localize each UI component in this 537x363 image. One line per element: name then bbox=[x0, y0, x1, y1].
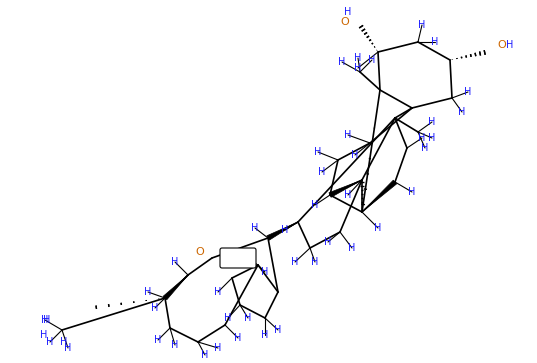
Text: H: H bbox=[144, 287, 151, 297]
Text: H: H bbox=[214, 343, 222, 353]
Text: O: O bbox=[497, 40, 506, 50]
Text: O: O bbox=[340, 17, 350, 27]
Text: H: H bbox=[43, 315, 50, 325]
Text: H: H bbox=[214, 287, 222, 297]
Text: H: H bbox=[354, 53, 362, 63]
Text: H: H bbox=[64, 343, 71, 353]
Polygon shape bbox=[267, 222, 298, 240]
Text: H: H bbox=[349, 243, 355, 253]
Text: H: H bbox=[291, 257, 299, 267]
Text: H: H bbox=[429, 117, 436, 127]
Text: H: H bbox=[418, 133, 426, 143]
Text: H: H bbox=[314, 147, 322, 157]
Text: H: H bbox=[429, 133, 436, 143]
Text: H: H bbox=[262, 267, 268, 277]
Text: O: O bbox=[195, 247, 205, 257]
Text: H: H bbox=[351, 150, 359, 160]
Text: H: H bbox=[338, 57, 346, 67]
Text: H: H bbox=[465, 87, 471, 97]
Text: H: H bbox=[408, 187, 416, 197]
Text: H: H bbox=[274, 325, 282, 335]
Polygon shape bbox=[362, 180, 397, 212]
Text: H: H bbox=[324, 237, 332, 247]
Text: H: H bbox=[344, 7, 352, 17]
Text: H: H bbox=[151, 303, 159, 313]
Text: H: H bbox=[171, 340, 179, 350]
Text: H: H bbox=[154, 335, 162, 345]
Text: H: H bbox=[41, 315, 49, 325]
Polygon shape bbox=[163, 275, 188, 300]
Text: H: H bbox=[224, 313, 231, 323]
Text: H: H bbox=[422, 143, 429, 153]
Text: H: H bbox=[344, 130, 352, 140]
Text: H: H bbox=[431, 37, 439, 47]
FancyBboxPatch shape bbox=[220, 248, 256, 268]
Text: H: H bbox=[281, 225, 289, 235]
Text: H: H bbox=[251, 223, 259, 233]
Text: H: H bbox=[201, 350, 209, 360]
Text: H: H bbox=[374, 223, 382, 233]
Text: H: H bbox=[318, 167, 325, 177]
Polygon shape bbox=[329, 180, 362, 197]
Text: H: H bbox=[311, 257, 318, 267]
Text: H: H bbox=[46, 337, 54, 347]
Text: H: H bbox=[418, 20, 426, 30]
Text: H: H bbox=[262, 330, 268, 340]
Text: H: H bbox=[311, 200, 318, 210]
Text: H: H bbox=[40, 330, 48, 340]
Text: H: H bbox=[244, 313, 252, 323]
Text: H: H bbox=[234, 333, 242, 343]
Text: H: H bbox=[238, 250, 246, 260]
Text: H: H bbox=[171, 257, 179, 267]
Text: H: H bbox=[368, 55, 376, 65]
Text: H: H bbox=[506, 40, 513, 50]
Text: H: H bbox=[354, 63, 362, 73]
Text: H: H bbox=[458, 107, 466, 117]
Text: H: H bbox=[60, 337, 68, 347]
Text: H: H bbox=[344, 190, 352, 200]
Text: abs: abs bbox=[230, 253, 246, 262]
